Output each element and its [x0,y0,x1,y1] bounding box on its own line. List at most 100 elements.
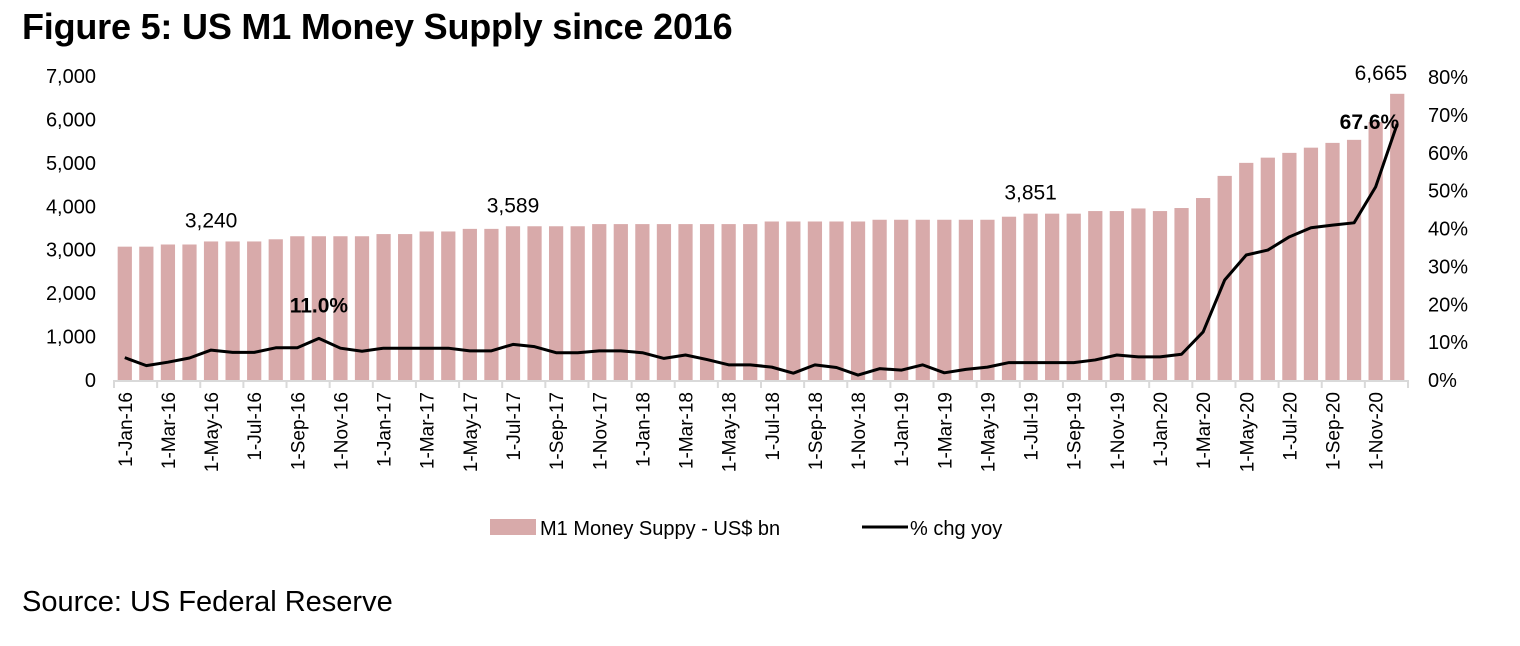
y-left-tick-label: 0 [85,370,96,392]
bar [1174,208,1189,380]
x-tick-label: 1-Jan-18 [633,392,654,467]
x-tick-label: 1-May-18 [720,392,741,472]
y-left-tick-label: 6,000 [46,109,96,131]
bar [592,224,607,380]
y-left-tick-label: 5,000 [46,153,96,175]
x-tick-label: 1-Jan-20 [1151,392,1172,467]
line-series [124,123,1399,377]
source-note: Source: US Federal Reserve [22,586,393,618]
x-tick-label: 1-Sep-20 [1324,392,1345,470]
bar [980,219,995,380]
bar [1346,139,1362,380]
legend-bar-label: M1 Money Suppy - US$ bn [540,518,780,540]
bar [376,234,391,380]
y-right-tick-label: 80% [1428,67,1468,89]
legend-line-label: % chg yoy [910,518,1002,540]
x-tick-label: 1-Jan-19 [892,392,913,467]
figure-title: Figure 5: US M1 Money Supply since 2016 [22,6,733,47]
bar [139,246,154,380]
y-axis-left: 0 1,000 2,000 3,000 4,000 5,000 6,000 7,000 [46,66,96,392]
x-axis [113,380,1409,388]
y-right-tick-label: 30% [1428,256,1468,278]
bar [441,231,456,380]
x-tick-label: 1-Nov-17 [590,392,611,470]
data-label: 3,589 [487,194,540,217]
x-tick-label: 1-Jul-20 [1280,392,1301,461]
bar [354,236,370,380]
bar [829,221,844,380]
bar [786,221,801,380]
y-right-tick-label: 10% [1428,332,1468,354]
bar [807,221,823,380]
bar [225,241,240,380]
bar [268,239,283,380]
data-label: 67.6% [1340,111,1400,134]
bar [1325,142,1340,380]
bar [203,241,219,380]
y-right-tick-label: 70% [1428,105,1468,127]
x-tick-label: 1-Sep-17 [547,392,568,470]
x-tick-label: 1-Jan-17 [375,392,396,467]
bar [958,219,973,380]
bar [1131,208,1146,380]
x-tick-labels: 1-Jan-16 1-Mar-16 1-May-16 1-Jul-16 1-Sep-16… [116,392,1388,472]
x-tick-label: 1-Nov-19 [1108,392,1129,470]
bar [1368,122,1383,380]
bar [721,224,736,380]
bar [290,236,305,380]
bar [527,226,542,380]
bar [247,241,262,380]
yoy-line [124,123,1399,377]
bar [764,221,779,380]
x-tick-label: 1-Nov-18 [849,392,870,470]
x-tick-label: 1-Sep-18 [806,392,827,470]
x-tick-label: 1-Nov-20 [1367,392,1388,470]
x-tick-label: 1-Jul-17 [504,392,525,461]
y-left-tick-label: 7,000 [46,66,96,88]
x-tick-label: 1-May-20 [1237,392,1258,472]
x-tick-label: 1-Jan-16 [116,392,137,467]
x-tick-label: 1-Mar-18 [677,392,698,469]
y-right-tick-label: 0% [1428,370,1457,392]
data-label: 3,851 [1004,182,1057,205]
y-right-tick-label: 60% [1428,143,1468,165]
data-label: 6,665 [1355,62,1408,85]
bar [915,219,930,380]
data-label: 11.0% [290,294,349,317]
y-left-tick-label: 1,000 [46,327,96,349]
bar [1045,213,1060,380]
x-tick-label: 1-Mar-20 [1194,392,1215,469]
y-left-tick-label: 3,000 [46,240,96,262]
bar [1239,162,1254,380]
bar [1260,157,1275,380]
x-tick-label: 1-Jul-18 [763,392,784,461]
bar [678,224,693,380]
x-tick-label: 1-Jul-16 [245,392,266,461]
bar [182,244,197,380]
x-tick-label: 1-May-19 [979,392,1000,472]
bar [656,224,672,380]
bar [549,226,564,380]
bar [398,234,413,380]
x-tick-label: 1-Mar-19 [935,392,956,469]
bar [1066,213,1081,380]
bar [1196,198,1211,380]
bar [743,224,758,380]
bar [505,226,521,380]
legend: M1 Money Suppy - US$ bn % chg yoy [490,518,1002,540]
bar [484,228,499,380]
bar [570,226,585,380]
y-axis-right: 0% 10% 20% 30% 40% 50% 60% 70% 80% [1428,67,1468,392]
x-tick-label: 1-May-17 [461,392,482,472]
bar [1023,213,1038,380]
bar [1390,93,1405,380]
y-right-tick-label: 20% [1428,294,1468,316]
bar [613,224,628,380]
bar [1152,211,1168,380]
bar [311,236,326,380]
x-tick-label: 1-Mar-17 [418,392,439,469]
y-left-tick-label: 4,000 [46,196,96,218]
y-left-tick-label: 2,000 [46,283,96,305]
bar [462,228,477,380]
